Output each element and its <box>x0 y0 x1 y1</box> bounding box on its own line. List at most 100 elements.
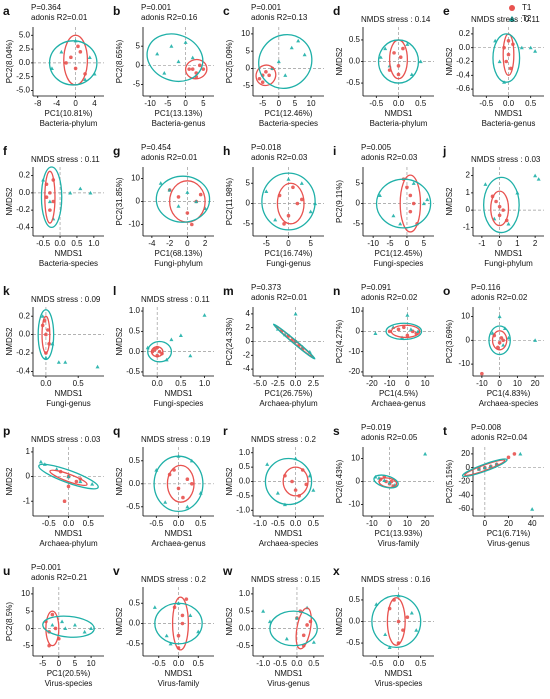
point <box>530 507 535 511</box>
group-label: Virus-genus <box>267 679 310 688</box>
point <box>519 45 524 50</box>
confidence-ellipse <box>282 466 309 497</box>
point <box>377 193 382 198</box>
confidence-ellipse <box>490 190 510 227</box>
point <box>63 626 68 630</box>
group-label: Fungi-genus <box>46 399 90 408</box>
point <box>187 67 191 71</box>
point <box>164 633 169 638</box>
point <box>153 347 157 352</box>
point <box>66 474 71 479</box>
point <box>265 462 270 466</box>
group-label: Virus-species <box>45 679 93 688</box>
y-axis-label: PC2(6.43%) <box>335 459 344 503</box>
point <box>383 632 388 637</box>
panel-letter: f <box>3 144 8 158</box>
y-tick-label: -10 <box>348 347 360 356</box>
stat-text: NMDS stress : 0.19 <box>141 435 211 444</box>
y-tick-label: -5 <box>243 219 251 228</box>
point <box>506 455 511 460</box>
point <box>409 72 414 77</box>
y-tick-label: 5 <box>246 46 251 55</box>
point <box>276 59 281 64</box>
legend-label: T2 <box>522 14 532 23</box>
panel-letter: t <box>443 424 447 438</box>
y-tick-label: 10 <box>241 29 250 38</box>
x-tick-label: -0.5 <box>369 99 383 108</box>
x-tick-label: -0.5 <box>42 519 56 528</box>
y-axis-label: PC2(24.33%) <box>225 317 234 365</box>
point <box>533 338 538 342</box>
x-tick-label: 0 <box>286 239 291 248</box>
point <box>257 76 262 81</box>
x-tick-label: -1.0 <box>253 519 267 528</box>
point <box>282 222 286 226</box>
panel-letter: b <box>113 4 120 18</box>
x-tick-label: 0 <box>57 659 62 668</box>
y-axis-label: NMDS2 <box>445 187 454 216</box>
group-label: Bacteria-species <box>259 119 318 128</box>
point <box>176 486 181 491</box>
x-tick-label: -5 <box>164 99 172 108</box>
stat-text: NMDS stress : 0.03 <box>31 435 101 444</box>
point <box>158 181 163 185</box>
x-tick-label: 0.5 <box>175 379 187 388</box>
point <box>176 195 181 199</box>
confidence-ellipse <box>399 174 422 233</box>
point <box>497 59 502 64</box>
y-tick-label: 0.0 <box>19 188 31 197</box>
point <box>78 50 83 54</box>
y-tick-label: -0.2 <box>456 57 470 66</box>
point <box>264 189 269 193</box>
y-tick-label: 2 <box>466 171 471 180</box>
y-tick-label: -5 <box>23 641 31 650</box>
point <box>73 66 78 71</box>
y-axis-label: PC2(5.09%) <box>225 39 234 83</box>
point <box>273 217 278 222</box>
x-tick-label: 5 <box>293 99 298 108</box>
x-tick-label: 0.0 <box>393 99 405 108</box>
y-tick-label: -0.2 <box>16 348 30 357</box>
point <box>501 343 506 347</box>
x-axis-label: NMDS1 <box>164 529 193 538</box>
x-tick-label: 2.5 <box>308 379 320 388</box>
confidence-ellipse <box>255 64 277 87</box>
point <box>387 480 392 485</box>
stat-text: NMDS stress : 0.16 <box>361 575 431 584</box>
point <box>291 185 295 190</box>
point <box>59 49 64 54</box>
confidence-ellipse <box>150 346 164 358</box>
point <box>183 40 188 44</box>
confidence-ellipse <box>41 315 51 354</box>
point <box>78 186 83 191</box>
y-tick-label: -5 <box>353 219 361 228</box>
x-tick-label: -0.5 <box>369 659 383 668</box>
point <box>46 328 50 332</box>
y-tick-label: 0 <box>246 337 251 346</box>
stat-text: NMDS stress : 0.2 <box>251 435 316 444</box>
point <box>62 499 67 504</box>
x-tick-label: -10 <box>367 239 379 248</box>
y-axis-label: NMDS2 <box>225 467 234 496</box>
y-tick-label: 0 <box>466 205 471 214</box>
y-axis-label: NMDS2 <box>335 607 344 636</box>
x-tick-label: -2.5 <box>271 379 285 388</box>
y-tick-label: -1 <box>463 222 471 231</box>
confidence-ellipse <box>492 33 521 83</box>
y-tick-label: -5 <box>243 81 251 90</box>
point <box>494 199 498 204</box>
y-tick-label: 0 <box>136 60 141 69</box>
point <box>295 201 300 206</box>
confidence-ellipse <box>40 166 63 229</box>
x-tick-label: 1 <box>515 239 520 248</box>
group-label: Bacteria-genus <box>152 119 206 128</box>
panel-letter: g <box>113 144 120 158</box>
x-tick-label: 0.5 <box>415 99 427 108</box>
y-tick-label: 0.5 <box>129 598 141 607</box>
point <box>392 51 396 55</box>
y-tick-label: 0.2 <box>19 311 31 320</box>
point <box>396 72 401 77</box>
point <box>294 616 299 620</box>
point <box>533 173 538 178</box>
point <box>283 73 288 77</box>
